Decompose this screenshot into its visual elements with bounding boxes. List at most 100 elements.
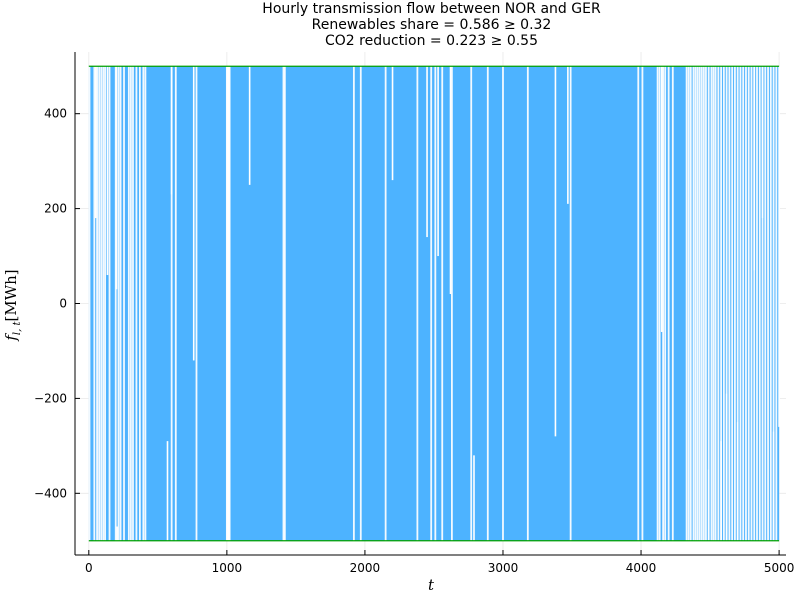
flow-gap	[359, 66, 362, 541]
flow-gap	[734, 66, 736, 541]
flow-spike	[554, 66, 557, 437]
x-tick-label-5: 5000	[764, 561, 795, 575]
flow-gap	[717, 66, 720, 541]
flow-gap	[707, 66, 710, 541]
flow-spike	[707, 469, 710, 541]
flow-spike	[248, 66, 251, 185]
flow-gap	[195, 66, 198, 541]
flow-gap	[282, 66, 285, 541]
flow-spike	[761, 66, 764, 219]
flow-gap	[526, 66, 529, 541]
flow-gap	[108, 66, 111, 541]
flow-spike	[106, 66, 109, 276]
flow-gap	[694, 66, 697, 541]
flow-gap	[758, 66, 761, 541]
flow-gap	[486, 66, 489, 541]
flow-gap	[720, 66, 723, 541]
y-axis-label-unit: [MWh]	[2, 269, 20, 321]
flow-gap	[100, 66, 103, 541]
flow-gap	[416, 66, 419, 541]
flow-gap	[430, 66, 433, 541]
flow-gap	[132, 66, 134, 541]
flow-gap	[142, 66, 145, 541]
flow-gap	[283, 66, 286, 541]
x-tick-label-3: 3000	[488, 561, 519, 575]
flow-gap	[641, 66, 644, 541]
flow-gap	[687, 66, 690, 541]
flow-gap	[114, 66, 117, 541]
flow-gap	[450, 66, 453, 541]
y-axis-label-main: f	[2, 333, 20, 342]
flow-gap	[569, 66, 572, 541]
flow-spike	[449, 66, 452, 295]
chart-title: Hourly transmission flow between NOR and…	[95, 0, 768, 49]
flow-gap	[144, 66, 147, 541]
flow-spike	[473, 455, 475, 541]
flow-gap	[714, 66, 717, 541]
x-tick-label-1: 1000	[212, 561, 243, 575]
flow-gap	[170, 66, 173, 541]
flow-gap	[384, 66, 387, 541]
flow-spike	[115, 66, 118, 290]
flow-gap	[123, 66, 125, 541]
flow-gap	[98, 66, 101, 541]
flow-gap	[764, 66, 767, 541]
chart-title-line-1: Hourly transmission flow between NOR and…	[262, 1, 601, 17]
x-tick-label-4: 4000	[626, 561, 657, 575]
flow-spike	[170, 66, 173, 195]
flow-gap	[656, 66, 659, 541]
flow-spike	[660, 66, 663, 332]
flow-gap	[685, 66, 688, 541]
flow-gap	[725, 66, 728, 541]
flow-gap	[664, 66, 667, 541]
flow-spike	[778, 66, 780, 427]
flow-gap	[689, 66, 692, 541]
flow-gap	[722, 66, 725, 541]
flow-gap	[127, 66, 130, 541]
flow-gap	[135, 66, 138, 541]
flow-gap	[102, 66, 105, 541]
flow-gap	[712, 66, 715, 541]
chart-title-line-2: Renewables share = 0.586 ≥ 0.32	[311, 17, 552, 33]
flow-gap	[434, 66, 437, 541]
flow-gap	[742, 66, 745, 541]
flow-gap	[775, 66, 778, 541]
chart-title-line-3: CO2 reduction = 0.223 ≥ 0.55	[324, 33, 538, 49]
flow-gap	[753, 66, 756, 541]
flow-gap	[767, 66, 769, 541]
flow-gap	[667, 66, 670, 541]
flow-gap	[658, 66, 661, 541]
flow-gap	[705, 66, 707, 541]
flow-gap	[637, 66, 640, 541]
flow-gap	[441, 66, 444, 541]
flow-gap	[756, 66, 758, 541]
flow-spike	[736, 422, 739, 541]
axes: 0 1000 2000 3000 4000 5000 −400 −200 0 200 400	[34, 52, 794, 575]
flow-gap	[104, 66, 106, 541]
flow-series	[88, 65, 780, 542]
flow-spike	[116, 526, 118, 541]
flow-gap	[174, 66, 177, 541]
flow-gap	[470, 66, 473, 541]
flow-gap	[96, 66, 98, 541]
flow-gap	[671, 66, 674, 541]
flow-gap	[747, 66, 750, 541]
flow-spike	[166, 441, 169, 541]
flow-spike	[753, 66, 756, 271]
flow-gap	[731, 66, 734, 541]
flow-gap	[698, 66, 701, 541]
flow-spike	[772, 431, 775, 541]
flow-gap	[692, 66, 695, 541]
flow-gap	[761, 66, 764, 541]
flow-spike	[720, 441, 722, 541]
y-tick-label-2: 0	[59, 297, 67, 311]
flow-gap	[750, 66, 753, 541]
svg-text:fl, t[MWh]: fl, t[MWh]	[2, 269, 23, 341]
x-tick-label-0: 0	[85, 561, 93, 575]
flow-gap	[138, 66, 141, 541]
y-tick-label-0: −400	[34, 486, 67, 500]
flow-gap	[696, 66, 699, 541]
y-tick-label-1: −200	[34, 391, 67, 405]
flow-spike	[567, 66, 569, 204]
